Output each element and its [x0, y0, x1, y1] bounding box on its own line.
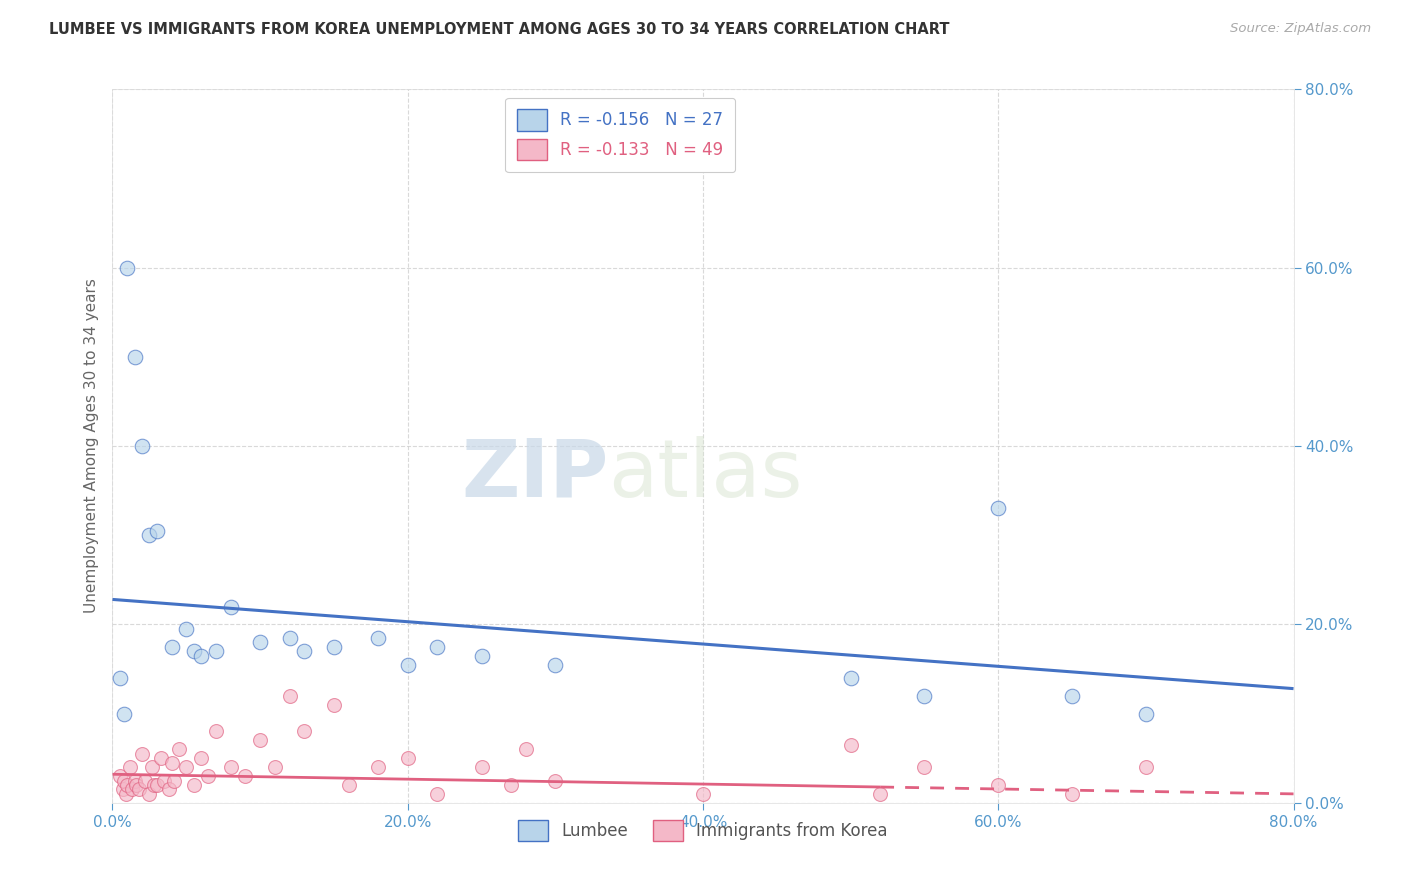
Point: [160, 640, 183, 654]
Text: Source: ZipAtlas.com: Source: ZipAtlas.com: [1230, 22, 1371, 36]
Point: [163, 773, 186, 788]
Point: [124, 773, 146, 788]
Point: [117, 778, 138, 792]
Point: [249, 635, 271, 649]
Point: [426, 640, 449, 654]
Point: [114, 787, 136, 801]
Point: [167, 742, 190, 756]
Point: [128, 782, 150, 797]
Point: [121, 782, 143, 797]
Point: [323, 640, 346, 654]
Point: [174, 760, 197, 774]
Text: atlas: atlas: [609, 435, 803, 514]
Point: [138, 528, 160, 542]
Point: [914, 689, 936, 703]
Text: LUMBEE VS IMMIGRANTS FROM KOREA UNEMPLOYMENT AMONG AGES 30 TO 34 YEARS CORRELATI: LUMBEE VS IMMIGRANTS FROM KOREA UNEMPLOY…: [49, 22, 949, 37]
Point: [839, 671, 862, 685]
Point: [501, 778, 523, 792]
Point: [219, 760, 242, 774]
Point: [174, 622, 197, 636]
Point: [205, 724, 228, 739]
Point: [183, 644, 205, 658]
Point: [131, 439, 153, 453]
Point: [264, 760, 287, 774]
Point: [544, 773, 567, 788]
Point: [323, 698, 346, 712]
Legend: Lumbee, Immigrants from Korea: Lumbee, Immigrants from Korea: [512, 814, 894, 848]
Point: [869, 787, 891, 801]
Point: [1062, 689, 1084, 703]
Point: [367, 760, 389, 774]
Point: [278, 689, 301, 703]
Point: [120, 760, 142, 774]
Point: [146, 524, 169, 538]
Text: ZIP: ZIP: [461, 435, 609, 514]
Point: [146, 778, 169, 792]
Point: [987, 501, 1010, 516]
Point: [112, 773, 135, 788]
Point: [111, 782, 134, 797]
Point: [515, 742, 537, 756]
Point: [914, 760, 936, 774]
Point: [138, 787, 160, 801]
Point: [292, 644, 315, 658]
Point: [125, 778, 148, 792]
Point: [160, 756, 183, 770]
Point: [1135, 706, 1157, 721]
Point: [839, 738, 862, 752]
Point: [108, 769, 131, 783]
Point: [142, 778, 165, 792]
Point: [233, 769, 256, 783]
Point: [190, 648, 212, 663]
Point: [1062, 787, 1084, 801]
Point: [150, 751, 173, 765]
Point: [987, 778, 1010, 792]
Point: [426, 787, 449, 801]
Point: [470, 648, 494, 663]
Y-axis label: Unemployment Among Ages 30 to 34 years: Unemployment Among Ages 30 to 34 years: [83, 278, 98, 614]
Point: [157, 782, 180, 797]
Point: [249, 733, 271, 747]
Point: [141, 760, 163, 774]
Point: [112, 706, 135, 721]
Point: [117, 260, 138, 275]
Point: [197, 769, 219, 783]
Point: [183, 778, 205, 792]
Point: [153, 773, 176, 788]
Point: [205, 644, 228, 658]
Point: [134, 773, 156, 788]
Point: [190, 751, 212, 765]
Point: [692, 787, 714, 801]
Point: [1135, 760, 1157, 774]
Point: [278, 631, 301, 645]
Point: [396, 751, 419, 765]
Point: [131, 747, 153, 761]
Point: [396, 657, 419, 672]
Point: [544, 657, 567, 672]
Point: [337, 778, 360, 792]
Point: [108, 671, 131, 685]
Point: [292, 724, 315, 739]
Point: [367, 631, 389, 645]
Point: [219, 599, 242, 614]
Point: [124, 350, 146, 364]
Point: [470, 760, 494, 774]
